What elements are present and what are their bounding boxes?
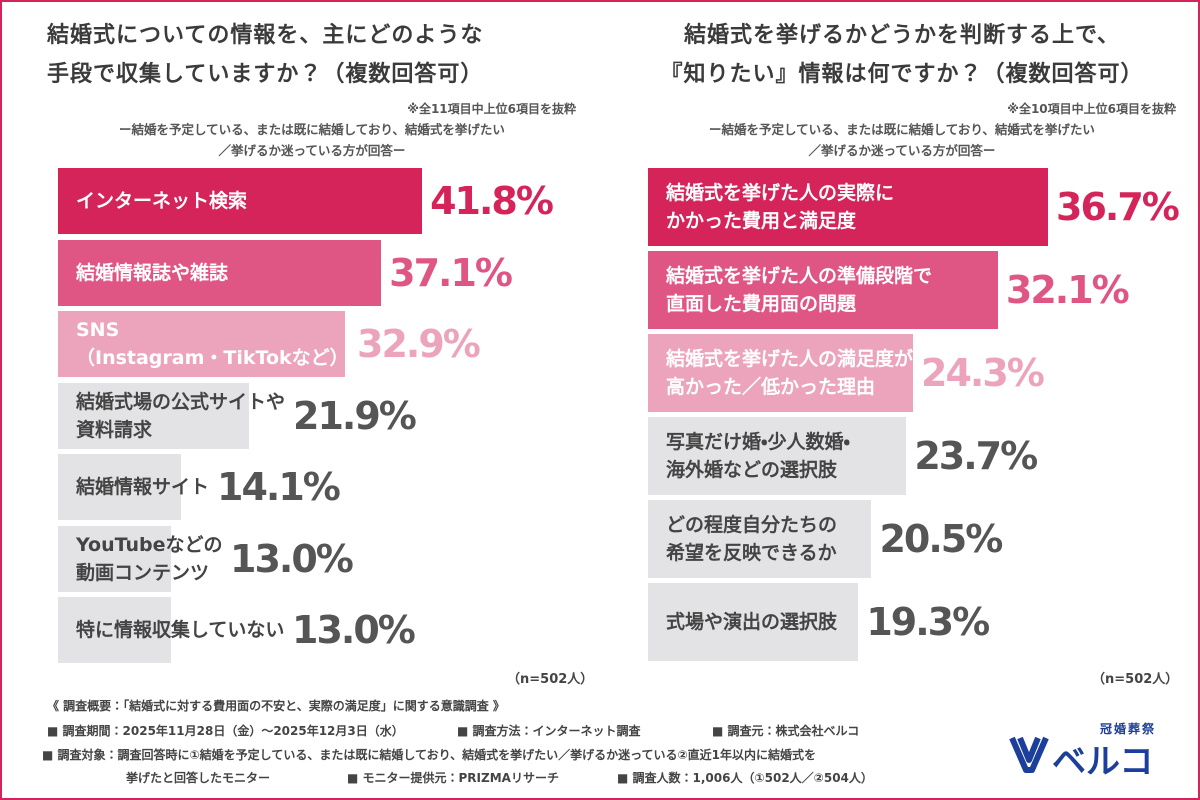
value-label: 41.8% [430,179,554,223]
logo-name: ベルコ [1052,742,1154,782]
value-label: 32.9% [357,322,481,366]
footer-heading: 《 調査概要：「結婚式に対する費用面の不安と、実際の満足度」に関する意識調査 》 [47,699,505,713]
value-label: 19.3% [866,600,990,644]
category-label: 式場や演出の選択肢 [666,611,838,633]
chart-note: ※全10項目中上位6項目を抜粋 [1007,102,1176,116]
value-label: 37.1% [389,250,513,295]
category-label: 結婚式を挙げた人の満足度が 高かった／低かった理由 [666,348,914,398]
bar [648,334,913,412]
category-label: 結婚式場の公式サイトや 資料請求 [76,390,286,441]
category-label: SNS （Instagram・TikTokなど） [76,319,349,369]
bar [648,500,872,578]
bar [58,525,172,592]
chart-subtitle: ー結婚を予定している、または既に結婚しており、結婚式を挙げたい ／挙げるか迷って… [709,122,1095,158]
value-label: 13.0% [292,608,416,652]
value-label: 20.5% [879,517,1003,561]
chart-title: 結婚式を挙げるかどうかを判断する上で、 『知りたい』情報は何ですか？（複数回答可… [660,23,1144,87]
logo-tagline: 冠婚葬祭 [1100,722,1157,736]
footer-target: ■ 調査対象：調査回答時に①結婚を予定している、または既に結婚しており、結婚式を… [42,748,817,762]
category-label: どの程度自分たちの 希望を反映できるか [666,514,838,564]
footer-source: ■ 調査元：株式会社ベルコ [712,724,860,738]
value-label: 21.9% [293,393,417,438]
footer-provider: ■ モニター提供元：PRIZMAリサーチ [347,771,559,785]
category-label: 特に情報収集していない [76,619,285,641]
chart-subtitle: ー結婚を予定している、または既に結婚しており、結婚式を挙げたい ／挙げるか迷って… [119,122,505,158]
category-label: インターネット検索 [76,190,248,212]
value-label: 23.7% [914,434,1038,478]
chart-title: 結婚式についての情報を、主にどのような 手段で収集していますか？（複数回答可） [47,23,484,87]
bar [648,417,907,495]
footer-method: ■ 調査方法：インターネット調査 [457,724,641,738]
category-label: 結婚情報誌や雑誌 [76,261,229,284]
value-label: 13.0% [230,536,354,581]
category-label: 写真だけ婚・少人数婚・ 海外婚などの選択肢 [666,431,850,481]
sample-size: （n=502人） [1092,672,1179,687]
bar [648,583,859,661]
bar [58,311,345,377]
bar [58,168,423,234]
bar [58,454,181,520]
footer-period: ■ 調査期間：2025年11月28日（金）〜2025年12月3日（水） [47,724,404,738]
category-label: 結婚式を挙げた人の準備段階で 直面した費用面の問題 [666,265,933,315]
bar [648,168,1049,246]
logo-mark [1009,736,1049,773]
value-label: 24.3% [921,351,1045,395]
chart-note: ※全11項目中上位6項目を抜粋 [407,102,576,116]
bar [58,382,249,449]
category-label: 結婚式を挙げた人の実際に かかった費用と満足度 [666,182,895,232]
bar [648,251,998,329]
bar [58,239,382,306]
category-label: YouTubeなどの 動画コンテンツ [76,533,223,584]
bar [58,597,172,663]
footer-target-cont: 挙げたと回答したモニター [126,771,271,785]
value-label: 14.1% [217,465,341,509]
value-label: 36.7% [1056,185,1180,229]
sample-size: （n=502人） [507,672,594,687]
category-label: 結婚情報サイト [76,476,210,498]
value-label: 32.1% [1005,268,1130,312]
footer-count: ■ 調査人数：1,006人（①502人／②504人） [617,771,873,785]
